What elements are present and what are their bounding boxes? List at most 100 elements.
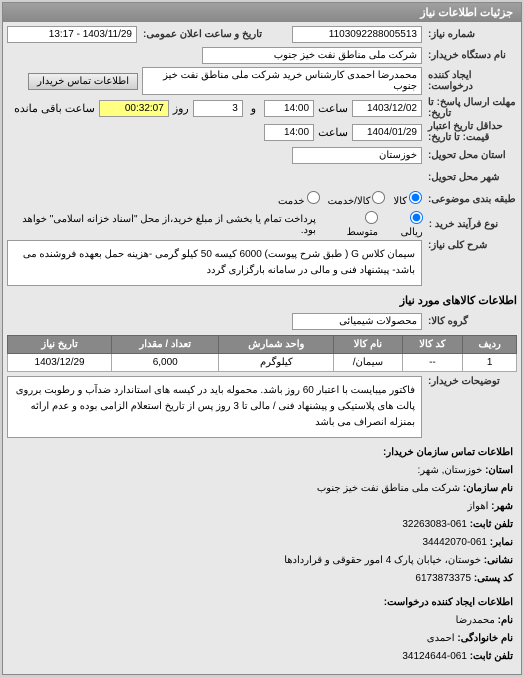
- contact-fax-l: نمابر:: [490, 537, 513, 548]
- row-group: گروه کالا: محصولات شیمیائی: [7, 311, 517, 331]
- radio-khedmat[interactable]: کالا/خدمت: [328, 191, 386, 207]
- label-purchase: نوع فرآیند خرید :: [423, 219, 517, 230]
- remain-time[interactable]: 00:32:07: [99, 100, 169, 117]
- panel-body: شماره نیاز: 1103092288005513 تاریخ و ساع…: [3, 22, 521, 674]
- creator-fname-v: محمدرضا: [456, 615, 495, 626]
- th-0: ردیف: [463, 336, 517, 354]
- label-valid: حداقل تاریخ اعتبار قیمت: تا تاریخ:: [422, 121, 517, 143]
- radio-med[interactable]: متوسط: [332, 211, 378, 238]
- radio-kala-input[interactable]: [409, 191, 422, 204]
- td-4: 6,000: [112, 354, 219, 372]
- deadline-date[interactable]: 1403/12/02: [352, 100, 422, 117]
- row-valid: حداقل تاریخ اعتبار قیمت: تا تاریخ: 1404/…: [7, 121, 517, 143]
- summary-box: سیمان کلاس G ( طبق شرح پیوست) 6000 کیسه …: [7, 240, 422, 286]
- creator-fname-l: نام:: [498, 615, 513, 626]
- row-summary: شرح کلی نیاز: سیمان کلاس G ( طبق شرح پیو…: [7, 240, 517, 286]
- contact-post-v: 6173873375: [415, 573, 471, 584]
- row-org: نام دستگاه خریدار: شرکت ملی مناطق نفت خی…: [7, 45, 517, 65]
- th-1: کد کالا: [402, 336, 463, 354]
- label-hour-2: ساعت: [318, 126, 348, 139]
- label-buyer-notes: توضیحات خریدار:: [422, 376, 517, 387]
- label-deadline: مهلت ارسال پاسخ: تا تاریخ:: [422, 97, 517, 119]
- radio-riali[interactable]: ریالی: [386, 211, 423, 238]
- purchase-radio-group: ریالی متوسط پرداخت تمام یا بخشی از مبلغ …: [7, 211, 423, 238]
- contact-city-l: شهر:: [491, 501, 513, 512]
- contact-post-l: کد پستی:: [474, 573, 513, 584]
- radio-riali-input[interactable]: [410, 211, 423, 224]
- td-2: سیمان/: [334, 354, 402, 372]
- contact-tel-v: 061-32263083: [402, 519, 467, 530]
- row-city: شهر محل تحویل:: [7, 167, 517, 187]
- need-no-field[interactable]: 1103092288005513: [292, 26, 422, 43]
- label-remain: ساعت باقی مانده: [14, 102, 95, 115]
- label-group: گروه کالا:: [422, 316, 517, 327]
- contact-org-v: شرکت ملی مناطق نفت خیز جنوب: [317, 483, 460, 494]
- contact-org-l: نام سازمان:: [463, 483, 513, 494]
- label-province: استان محل تحویل:: [422, 150, 517, 161]
- row-creator: ایجاد کننده درخواست: محمدرضا احمدی کارشن…: [7, 67, 517, 95]
- contact-title: اطلاعات تماس سازمان خریدار:: [11, 444, 513, 462]
- row-need-org: شماره نیاز: 1103092288005513 تاریخ و ساع…: [7, 26, 517, 43]
- creator-tel-l: تلفن ثابت:: [470, 651, 513, 662]
- type-radio-group: کالا کالا/خدمت خدمت: [278, 191, 422, 207]
- radio-khedmat2[interactable]: خدمت: [278, 191, 320, 207]
- contact-province-l: استان:: [485, 465, 513, 476]
- th-3: واحد شمارش: [219, 336, 334, 354]
- creator-tel-v: 061-34124644: [402, 651, 467, 662]
- label-summary: شرح کلی نیاز:: [422, 240, 517, 251]
- group-field[interactable]: محصولات شیمیائی: [292, 313, 422, 330]
- creator-field[interactable]: محمدرضا احمدی کارشناس خرید شرکت ملی مناط…: [142, 67, 422, 95]
- contact-button[interactable]: اطلاعات تماس خریدار: [28, 73, 138, 90]
- items-table: ردیف کد کالا نام کالا واحد شمارش تعداد /…: [7, 335, 517, 372]
- purchase-note: پرداخت تمام یا بخشی از مبلغ خرید،از محل …: [7, 214, 316, 236]
- td-0: 1: [463, 354, 517, 372]
- row-deadline: مهلت ارسال پاسخ: تا تاریخ: 1403/12/02 سا…: [7, 97, 517, 119]
- label-ann-date: تاریخ و ساعت اعلان عمومی:: [137, 29, 267, 40]
- remain-days[interactable]: 3: [193, 100, 243, 117]
- contact-block: اطلاعات تماس سازمان خریدار: استان: خوزست…: [7, 440, 517, 670]
- th-4: تعداد / مقدار: [112, 336, 219, 354]
- row-purchase: نوع فرآیند خرید : ریالی متوسط پرداخت تما…: [7, 211, 517, 238]
- radio-khedmat-input[interactable]: [372, 191, 385, 204]
- table-header-row: ردیف کد کالا نام کالا واحد شمارش تعداد /…: [8, 336, 517, 354]
- radio-med-input[interactable]: [365, 211, 378, 224]
- province-field[interactable]: خوزستان: [292, 147, 422, 164]
- label-need-no: شماره نیاز:: [422, 29, 517, 40]
- th-5: تاریخ نیاز: [8, 336, 112, 354]
- contact-addr-l: نشانی:: [484, 555, 513, 566]
- radio-khedmat2-input[interactable]: [307, 191, 320, 204]
- row-buyer-notes: توضیحات خریدار: فاکتور میبایست با اعتبار…: [7, 376, 517, 438]
- td-1: --: [402, 354, 463, 372]
- label-and: و: [251, 102, 256, 115]
- label-creator: ایجاد کننده درخواست:: [422, 70, 517, 92]
- td-3: کیلوگرم: [219, 354, 334, 372]
- label-hour-1: ساعت: [318, 102, 348, 115]
- deadline-time[interactable]: 14:00: [264, 100, 314, 117]
- label-day: روز: [173, 102, 189, 115]
- needed-items-title: اطلاعات کالاهای مورد نیاز: [7, 294, 517, 307]
- panel-title: جزئیات اطلاعات نیاز: [3, 3, 521, 22]
- buyer-notes-box: فاکتور میبایست با اعتبار 60 روز باشد. مح…: [7, 376, 422, 438]
- contact-city-v: اهواز: [468, 501, 489, 512]
- creator-lname-v: احمدی: [427, 633, 455, 644]
- details-panel: جزئیات اطلاعات نیاز شماره نیاز: 11030922…: [2, 2, 522, 675]
- contact-addr-v: خوستان، خیابان پارک 4 امور حقوقی و قرارد…: [284, 555, 481, 566]
- contact-province-v: خوزستان, شهر:: [418, 465, 483, 476]
- ann-date-field[interactable]: 1403/11/29 - 13:17: [7, 26, 137, 43]
- label-type: طبقه بندی موضوعی:: [422, 194, 517, 205]
- td-5: 1403/12/29: [8, 354, 112, 372]
- row-province: استان محل تحویل: خوزستان: [7, 145, 517, 165]
- creator-title: اطلاعات ایجاد کننده درخواست:: [11, 594, 513, 612]
- creator-lname-l: نام خانوادگی:: [457, 633, 513, 644]
- radio-kala[interactable]: کالا: [393, 191, 422, 207]
- th-2: نام کالا: [334, 336, 402, 354]
- contact-tel-l: تلفن ثابت:: [470, 519, 513, 530]
- org-field[interactable]: شرکت ملی مناطق نفت خیز جنوب: [202, 47, 422, 64]
- valid-time[interactable]: 14:00: [264, 124, 314, 141]
- table-row[interactable]: 1 -- سیمان/ کیلوگرم 6,000 1403/12/29: [8, 354, 517, 372]
- contact-fax-v: 061-34442070: [422, 537, 487, 548]
- row-type: طبقه بندی موضوعی: کالا کالا/خدمت خدمت: [7, 189, 517, 209]
- valid-date[interactable]: 1404/01/29: [352, 124, 422, 141]
- label-city: شهر محل تحویل:: [422, 172, 517, 183]
- label-org: نام دستگاه خریدار:: [422, 50, 517, 61]
